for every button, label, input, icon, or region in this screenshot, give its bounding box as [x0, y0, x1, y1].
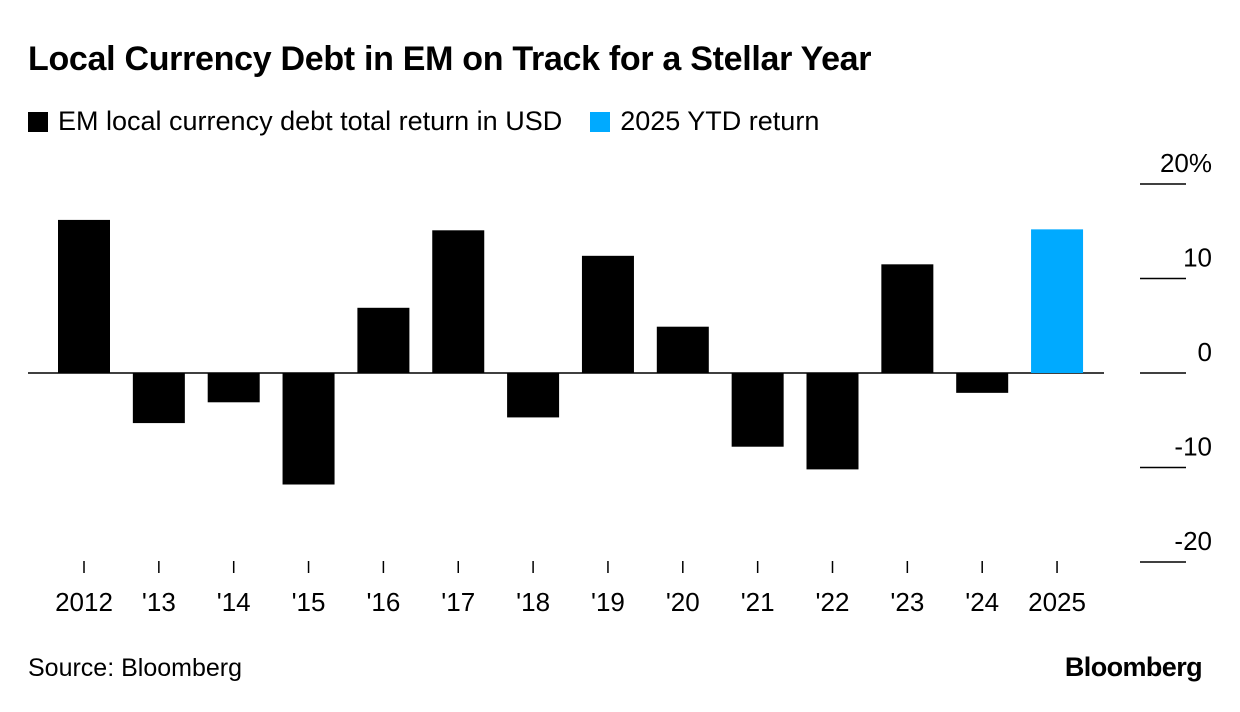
- x-tick-label: '20: [666, 587, 700, 617]
- bloomberg-logo: Bloomberg: [1064, 652, 1203, 682]
- bar: [282, 373, 335, 485]
- bar: [806, 373, 859, 470]
- x-tick-label: '24: [965, 587, 999, 617]
- legend-swatch-2025: [590, 111, 611, 132]
- bar: [956, 373, 1009, 393]
- x-tick-label: '22: [816, 587, 850, 617]
- y-tick-label: 0: [1198, 337, 1212, 367]
- x-tick-label: '19: [591, 587, 625, 617]
- legend-swatch-main: [28, 111, 48, 132]
- bar: [1031, 229, 1084, 373]
- y-tick-label: -10: [1174, 432, 1212, 462]
- legend-label-2025: 2025 YTD return: [620, 106, 820, 136]
- y-tick-label: -20: [1174, 526, 1212, 556]
- bar: [656, 326, 709, 373]
- bar: [507, 373, 560, 418]
- bar: [357, 307, 410, 373]
- x-tick-label: '14: [217, 587, 251, 617]
- chart-title: Local Currency Debt in EM on Track for a…: [28, 40, 872, 78]
- x-tick-label: '21: [741, 587, 775, 617]
- bar: [58, 219, 110, 373]
- y-tick-label: 10: [1183, 243, 1212, 273]
- x-tick-label: '13: [142, 587, 176, 617]
- bar: [881, 264, 934, 373]
- x-tick-label: '18: [516, 587, 550, 617]
- legend-label-main: EM local currency debt total return in U…: [58, 106, 563, 136]
- legend-item-2025: 2025 YTD return: [590, 106, 819, 137]
- x-tick-label: '16: [366, 587, 400, 617]
- legend: EM local currency debt total return in U…: [28, 106, 847, 137]
- x-tick-label: '23: [890, 587, 924, 617]
- x-tick-label: '17: [441, 587, 475, 617]
- source-note: Source: Bloomberg: [28, 654, 243, 682]
- x-tick-label: 2012: [55, 587, 113, 617]
- bar: [432, 230, 485, 373]
- bar: [731, 373, 784, 447]
- bar: [207, 373, 260, 403]
- bar: [132, 373, 185, 424]
- x-tick-label: 2025: [1028, 587, 1086, 617]
- legend-item-main: EM local currency debt total return in U…: [28, 106, 562, 137]
- x-tick-label: '15: [292, 587, 326, 617]
- bar: [581, 255, 634, 373]
- y-tick-label: 20%: [1160, 148, 1212, 178]
